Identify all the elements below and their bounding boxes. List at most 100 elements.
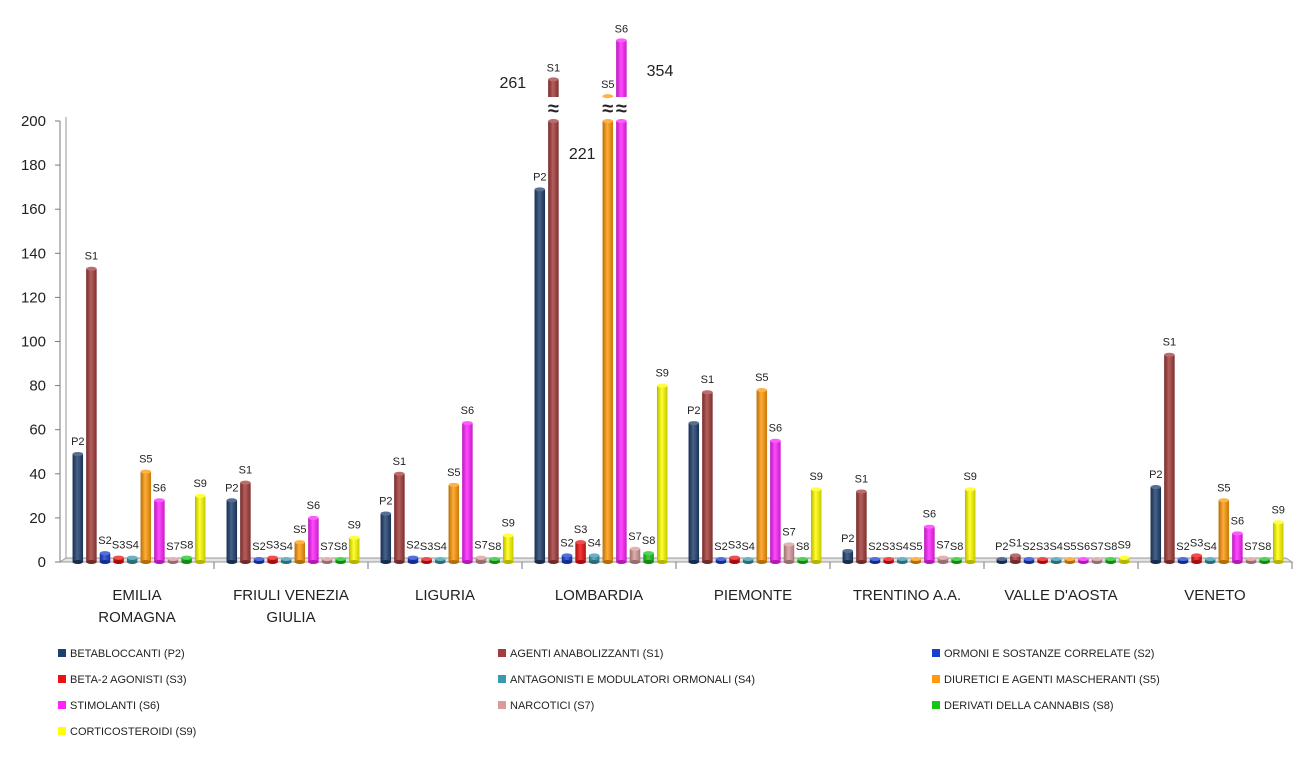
bar-base: [842, 560, 854, 564]
bar-s3-2: [421, 557, 432, 564]
y-tick-label: 20: [29, 510, 46, 527]
bar-code-label: S4: [587, 537, 600, 549]
bar-s6-5: [924, 524, 935, 564]
bar-cap-upper: [602, 94, 614, 99]
bar-s7-0: [167, 557, 179, 564]
bar-base: [1204, 560, 1216, 564]
bar-body: [756, 390, 768, 562]
bar-s2-7: [1177, 557, 1189, 564]
bar-base: [462, 560, 473, 564]
bar-base: [548, 560, 559, 564]
bar-base: [1191, 560, 1202, 564]
bar-body: [1272, 522, 1284, 562]
bar-code-label: P2: [225, 482, 238, 494]
bar-cap: [380, 511, 392, 516]
bar-cap: [1177, 557, 1189, 561]
bar-s8-6: [1105, 557, 1116, 564]
bar-s1-0: [86, 266, 97, 564]
bar-cap-upper: [616, 38, 627, 43]
bar-base: [1259, 560, 1270, 564]
bar-base: [475, 560, 487, 564]
legend-swatch: [58, 649, 66, 657]
bar-base: [742, 560, 754, 564]
bar-body: [1164, 354, 1175, 562]
bar-base: [602, 560, 614, 564]
bar-cap: [561, 553, 573, 558]
bar-body: [240, 482, 251, 562]
bar-base: [1164, 560, 1175, 564]
bar-body: [86, 268, 97, 562]
bar-s7-6: [1091, 557, 1103, 564]
bar-s9-0: [194, 493, 206, 564]
bar-s8-0: [181, 555, 192, 564]
bar-cap: [407, 555, 419, 560]
bar-base: [1078, 560, 1089, 564]
bar-s8-5: [951, 557, 962, 564]
bar-s9-1: [348, 535, 360, 564]
bar-s3-1: [267, 555, 278, 564]
bar-code-label: S1: [393, 456, 406, 468]
legend-swatch: [932, 675, 940, 683]
bar-cap: [167, 557, 179, 561]
bar-code-label: S2: [1022, 541, 1035, 553]
bar-s3-5: [883, 557, 894, 564]
bar-cap: [1232, 531, 1243, 536]
bar-base: [321, 560, 333, 564]
bar-body: [394, 473, 405, 562]
bar-cap: [126, 555, 138, 560]
bar-code-label: S2: [252, 541, 265, 553]
bar-code-label: S2: [1176, 541, 1189, 553]
bar-s2-2: [407, 555, 419, 564]
bar-body: [548, 121, 559, 562]
bar-cap: [434, 557, 446, 561]
bar-code-label: S8: [1258, 541, 1271, 553]
bar-code-label: S4: [279, 541, 292, 553]
bar-cap: [856, 489, 867, 494]
bar-code-label: S4: [741, 541, 754, 553]
bar-s2-3: [561, 553, 573, 564]
bar-base: [534, 560, 546, 564]
bar-base: [629, 560, 641, 564]
bar-s8-2: [489, 557, 500, 564]
bar-cap: [253, 557, 265, 561]
bar-s5-5: [910, 557, 922, 564]
bar-code-label: S9: [963, 471, 976, 483]
chart-axes: 0 20 40 60 80 100 120 140 160 180 200: [21, 113, 1293, 571]
bar-body: [194, 495, 206, 562]
bar-cap: [462, 421, 473, 426]
bar-cap: [729, 555, 740, 560]
bar-s2-6: [1023, 557, 1035, 564]
bar-base: [575, 560, 586, 564]
y-tick-label: 120: [21, 289, 46, 306]
bar-cap: [194, 493, 206, 498]
bar-body-upper: [548, 79, 559, 97]
bar-s9-5: [964, 487, 976, 564]
bar-s7-3: [629, 546, 641, 564]
x-category-label: LOMBARDIA: [555, 587, 643, 604]
bar-code-label: S3: [1036, 541, 1049, 553]
bar-s3-6: [1037, 557, 1048, 564]
legend-label: NARCOTICI (S7): [510, 700, 594, 712]
bar-code-label: S8: [950, 541, 963, 553]
bar-s2-4: [715, 557, 727, 564]
y-tick-label: 40: [29, 466, 46, 483]
bar-code-label: S6: [923, 509, 936, 521]
bar-code-label: S7: [782, 526, 795, 538]
bar-cap: [240, 480, 251, 485]
bar-code-label: S9: [809, 471, 822, 483]
bar-s3-7: [1191, 553, 1202, 564]
legend-label: BETA-2 AGONISTI (S3): [70, 674, 187, 686]
bar-cap: [996, 557, 1008, 561]
bar-cap-upper: [548, 77, 559, 82]
bar-base: [86, 560, 97, 564]
bar-cap: [869, 557, 881, 561]
bar-base: [715, 560, 727, 564]
bar-cap: [883, 557, 894, 561]
bar-code-label: S8: [334, 541, 347, 553]
bar-code-label: S1: [1163, 337, 1176, 349]
legend-item-s9: CORTICOSTEROIDI (S9): [58, 726, 196, 738]
bar-cap: [1218, 498, 1230, 503]
bar-base: [1272, 560, 1284, 564]
y-tick-label: 100: [21, 334, 46, 351]
bar-s6-0: [154, 498, 165, 564]
